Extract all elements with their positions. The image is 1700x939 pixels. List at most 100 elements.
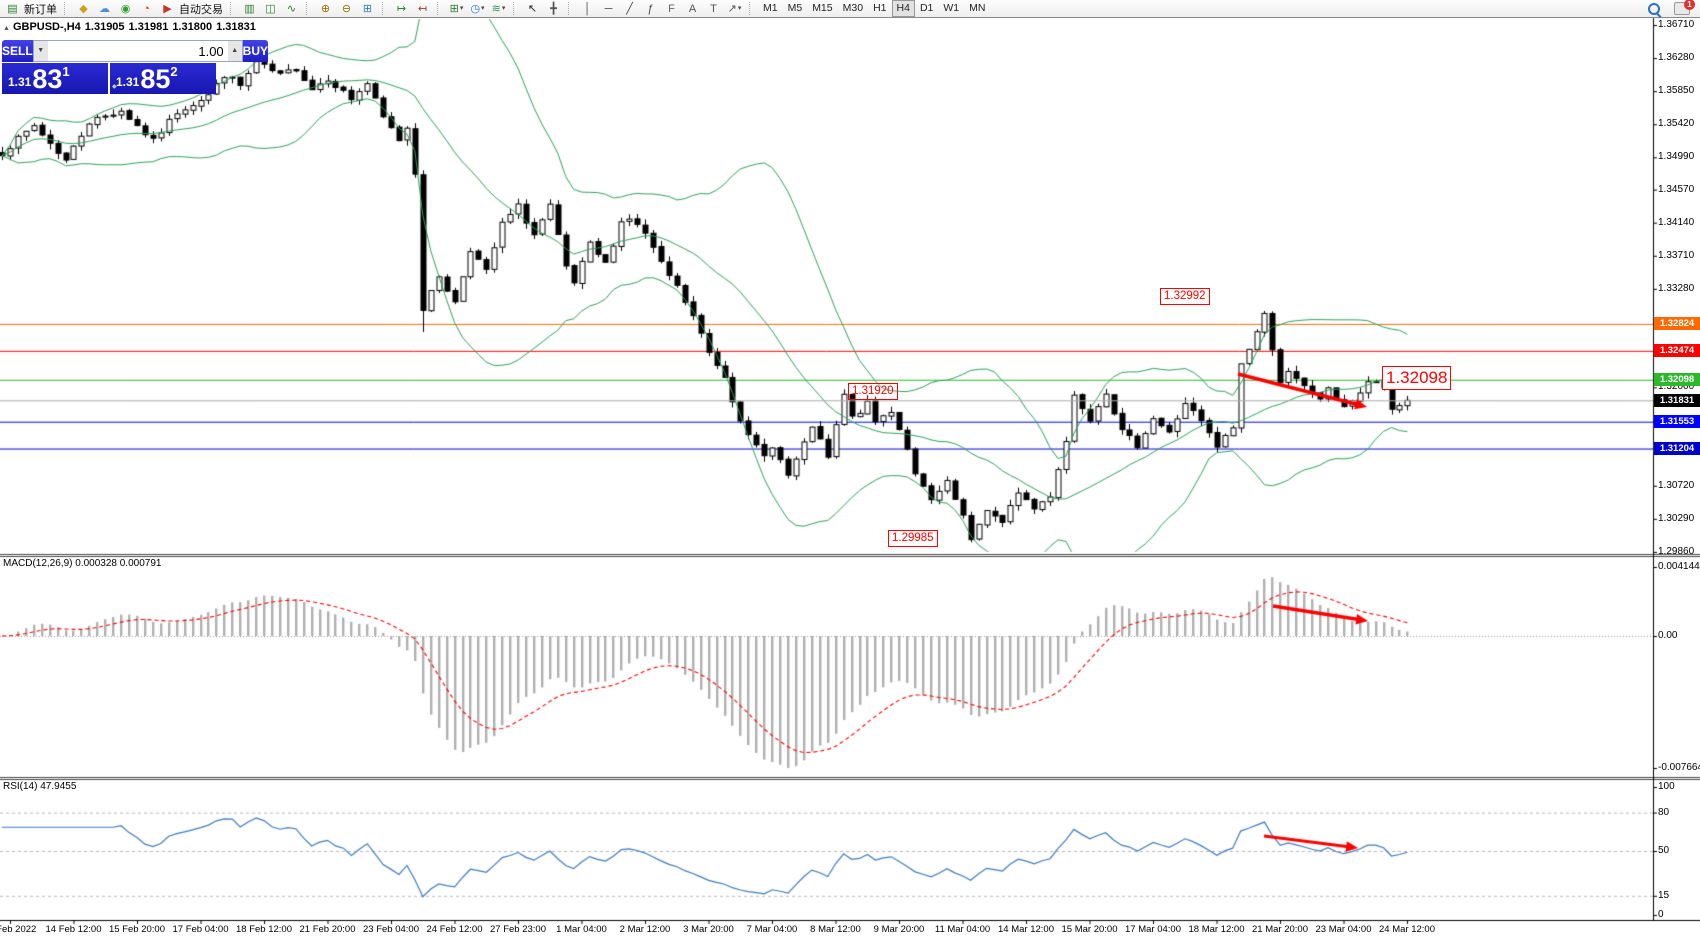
autotrading-button[interactable]: ▶ [157, 1, 178, 17]
timeframe-d1[interactable]: D1 [919, 2, 934, 14]
price-level-badge: 1.32824 [1654, 317, 1700, 331]
timeframe-w1[interactable]: W1 [943, 2, 960, 14]
swing-low-label[interactable]: 1.29985 [888, 530, 938, 547]
text-button[interactable]: A [682, 1, 703, 17]
buy-button[interactable]: BUY [242, 40, 269, 62]
sell-button[interactable]: SELL [2, 40, 33, 62]
chart-marker-icon: ▲ [3, 25, 10, 32]
text-icon: A [688, 2, 697, 15]
time-axis-label: 8 Mar 12:00 [810, 924, 861, 935]
timeframe-m1[interactable]: M1 [763, 2, 778, 14]
auto-scroll-button[interactable]: ↦ [391, 1, 412, 17]
chevron-down-icon: ▾ [737, 4, 742, 12]
chart-symbol-period: GBPUSD-,H4 [12, 21, 81, 33]
time-axis-label: 7 Mar 04:00 [746, 924, 798, 935]
price-tick-label: 1.35850 [1658, 85, 1695, 97]
trendline-icon: ╱ [626, 2, 633, 15]
timeframe-m15[interactable]: M15 [812, 2, 833, 14]
time-axis-label: 17 Mar 04:00 [1125, 924, 1181, 935]
search-icon[interactable] [1648, 2, 1662, 18]
time-axis-label: 1 Mar 04:00 [556, 924, 607, 935]
zoom-in-button[interactable]: ⊕ [315, 1, 336, 17]
line-chart-icon: ∿ [286, 2, 297, 15]
swing-high-label[interactable]: 1.32992 [1160, 288, 1210, 305]
sell-price-panel[interactable]: 1.31 83 1 [2, 63, 108, 94]
price-level-badge: 1.31204 [1654, 442, 1700, 456]
autotrading-icon: ▶ [163, 2, 172, 15]
volume-decrease-button[interactable]: ▼ [33, 41, 48, 61]
tile-windows-button[interactable]: ⊞ [357, 1, 378, 17]
shapes-dropdown[interactable]: ↗ ▾ [724, 1, 745, 17]
timeframe-m5[interactable]: M5 [787, 2, 803, 14]
rsi-axis-label: 15 [1658, 889, 1670, 901]
line-chart-button[interactable]: ∿ [281, 1, 302, 17]
toolbar-separator [306, 2, 312, 15]
signals-icon[interactable]: ◉ [115, 1, 136, 17]
chart-shift-button[interactable]: ↤ [412, 1, 433, 17]
timeframe-h1[interactable]: H1 [873, 2, 887, 14]
toolbar-separator [382, 2, 388, 15]
time-axis-label: 15 Mar 20:00 [1061, 924, 1118, 935]
one-click-menu-icon[interactable]: ◆ [112, 84, 117, 90]
ohlc-low: 1.31800 [172, 21, 213, 33]
market-icon[interactable]: ◔ [136, 1, 157, 17]
horizontal-line-button[interactable]: ─ [598, 1, 619, 17]
time-axis-label: 21 Mar 20:00 [1252, 924, 1308, 935]
time-axis-label: 9 Mar 20:00 [873, 924, 925, 935]
notifications-icon[interactable]: 1 [1674, 0, 1695, 15]
volume-increase-button[interactable]: ▲ [227, 41, 242, 61]
periods-dropdown[interactable]: ◷ ▾ [467, 1, 488, 17]
new-chart-dropdown[interactable]: ⊞ ▾ [446, 1, 467, 17]
sell-price-sup: 1 [62, 64, 70, 79]
chevron-down-icon: ▾ [459, 4, 464, 12]
key-level-label[interactable]: 1.32098 [1382, 366, 1452, 390]
macd-axis-label: -0.007664 [1658, 762, 1700, 773]
text-label-button[interactable]: T [703, 1, 724, 17]
cursor-button[interactable]: ↖ [522, 1, 543, 17]
equidistant-channel-button[interactable]: ƒ [640, 1, 661, 17]
toolbar-right-icons: 1 [1648, 0, 1695, 18]
pullback-high-label[interactable]: 1.31920 [848, 383, 898, 400]
time-axis-label: 21 Feb 20:00 [299, 924, 356, 935]
price-tick-label: 1.29860 [1658, 545, 1695, 557]
chevron-down-icon: ▾ [501, 4, 506, 12]
price-tick-label: 1.34140 [1658, 216, 1695, 228]
zoom-out-button[interactable]: ⊖ [336, 1, 357, 17]
time-axis-label: 11 Feb 2022 [0, 924, 37, 935]
buy-price-panel[interactable]: ◆ 1.31 85 2 [110, 63, 216, 94]
timeframe-h4[interactable]: H4 [891, 0, 915, 17]
time-axis-label: 18 Feb 12:00 [236, 924, 292, 935]
candlestick-button[interactable]: ◫ [260, 1, 281, 17]
new-order-button[interactable]: ▤ [2, 1, 23, 17]
volume-stepper[interactable]: ▼ ▲ [32, 40, 243, 62]
zoom-in-icon: ⊕ [320, 2, 331, 15]
cloud-icon-icon: ☁ [99, 2, 110, 15]
volume-input[interactable] [47, 41, 228, 61]
vertical-line-button[interactable]: │ [577, 1, 598, 17]
timeframe-m30[interactable]: M30 [842, 2, 864, 14]
cloud-icon[interactable]: ☁ [94, 1, 115, 17]
toolbar-separator [568, 2, 574, 15]
one-click-trading-panel: SELL ▼ ▲ BUY 1.31 83 1 ◆ 1.31 85 2 [2, 40, 269, 94]
styles-icon-icon: ◆ [79, 2, 88, 15]
styles-icon[interactable]: ◆ [73, 1, 94, 17]
timeframe-mn[interactable]: MN [969, 2, 986, 14]
toolbar-separator [437, 2, 443, 15]
fibonacci-button[interactable]: F [661, 1, 682, 17]
price-level-badge: 1.32474 [1654, 344, 1700, 358]
bar-chart-icon: ▥ [244, 2, 255, 15]
price-tick-label: 1.36710 [1658, 19, 1695, 30]
bar-chart-button[interactable]: ▥ [239, 1, 260, 17]
shapes-icon: ↗ [727, 2, 737, 15]
time-axis-label: 24 Feb 12:00 [426, 924, 483, 935]
price-tick-label: 1.33710 [1658, 249, 1695, 261]
crosshair-icon: ╋ [550, 2, 557, 15]
fibonacci-icon: F [668, 2, 675, 15]
periods-icon: ◷ [470, 2, 481, 15]
trendline-button[interactable]: ╱ [619, 1, 640, 17]
rsi-label: RSI(14) 47.9455 [3, 781, 77, 792]
sell-price-big: 83 [32, 64, 63, 94]
crosshair-button[interactable]: ╋ [543, 1, 564, 17]
indicators-dropdown[interactable]: ≋ ▾ [488, 1, 509, 17]
